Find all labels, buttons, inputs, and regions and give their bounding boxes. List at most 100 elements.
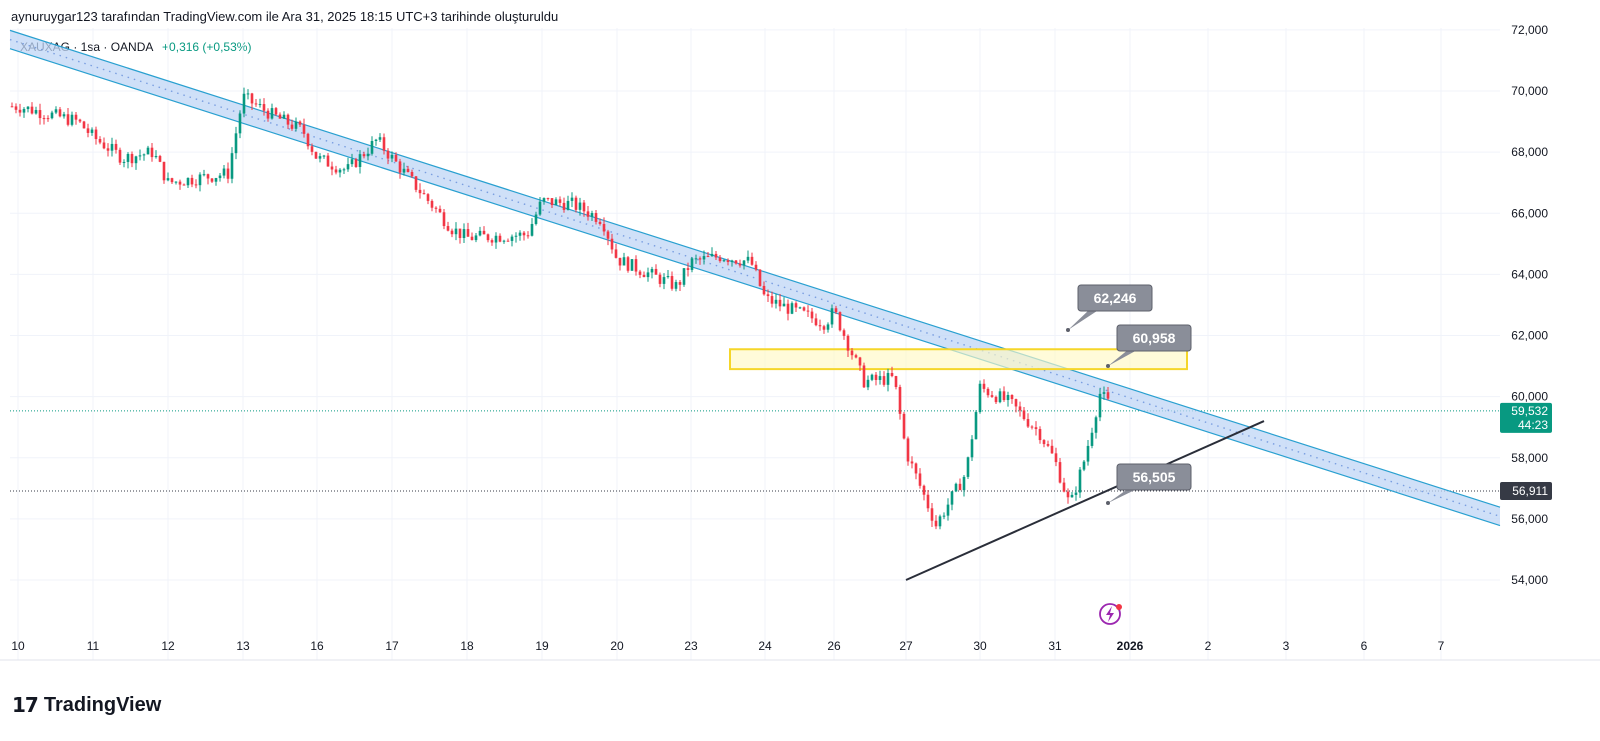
candle-body: [1086, 445, 1090, 462]
last-price-value: 59,532: [1511, 404, 1548, 418]
callout-60958[interactable]: 60,958: [1106, 324, 1192, 368]
candle-body: [206, 174, 210, 179]
candle-body: [458, 228, 462, 238]
candle-body: [970, 439, 974, 458]
time-axis[interactable]: 10 11 12 13 16 17 18 19 20 23 24 26 27 30 31 2026 2 3 6 7: [0, 639, 1600, 661]
candle-body: [186, 177, 190, 186]
candle-body: [78, 119, 82, 122]
candle-body: [302, 124, 306, 134]
candle-body: [214, 178, 218, 182]
x-tick-label: 16: [310, 639, 324, 653]
x-tick-label: 31: [1048, 639, 1062, 653]
candle-body: [98, 139, 102, 143]
candle-body: [194, 184, 198, 186]
candle-body: [526, 235, 530, 237]
candle-body: [502, 240, 506, 242]
candle-body: [482, 230, 486, 235]
candle-body: [18, 109, 22, 113]
price-axis[interactable]: 72,000 70,000 68,000 66,000 64,000 62,000 60,0…: [1500, 23, 1552, 587]
candle-body: [1102, 392, 1106, 394]
candle-body: [366, 153, 370, 157]
candle-body: [750, 256, 754, 265]
candle-body: [350, 159, 354, 165]
callout-pointer: [1108, 488, 1139, 503]
candle-body: [382, 137, 386, 151]
candle-body: [386, 150, 390, 159]
candle-body: [778, 299, 782, 307]
candle-body: [822, 326, 826, 330]
candle-body: [422, 193, 426, 195]
candle-body: [734, 260, 738, 264]
x-tick-label: 11: [87, 639, 100, 653]
candle-body: [906, 438, 910, 462]
candle-body: [1022, 410, 1026, 420]
y-tick-label: 68,000: [1511, 145, 1548, 159]
candle-body: [878, 376, 882, 380]
callout-62246[interactable]: 62,246: [1066, 284, 1153, 332]
candle-body: [818, 325, 822, 327]
level-badge-bg: [1500, 482, 1552, 501]
candles: [10, 87, 1110, 530]
candle-body: [258, 104, 262, 106]
y-tick-label: 66,000: [1511, 206, 1548, 220]
candle-body: [1050, 445, 1054, 454]
x-tick-label: 20: [610, 639, 624, 653]
candle-body: [1054, 453, 1058, 463]
candle-body: [958, 483, 962, 491]
candle-body: [610, 238, 614, 250]
grid-lines: [10, 28, 1500, 660]
candle-body: [430, 200, 434, 208]
candle-body: [434, 207, 438, 209]
candle-body: [1066, 491, 1070, 498]
channel-lower-line: [9, 48, 1501, 527]
level-badge[interactable]: 56,911: [1500, 482, 1552, 501]
candle-body: [978, 383, 982, 413]
candle-body: [26, 106, 30, 110]
callout-label: 56,505: [1133, 469, 1176, 485]
callout-56505[interactable]: 56,505: [1106, 463, 1192, 505]
candle-body: [542, 198, 546, 202]
candle-body: [126, 153, 130, 162]
callout-box: [1116, 324, 1192, 352]
candle-body: [410, 171, 414, 177]
candle-body: [914, 463, 918, 474]
candle-body: [46, 118, 50, 120]
candle-body: [722, 260, 726, 262]
candle-body: [650, 268, 654, 273]
candle-body: [662, 277, 666, 284]
x-tick-label: 26: [827, 639, 841, 653]
candle-body: [806, 310, 810, 312]
candle-body: [446, 226, 450, 231]
candle-body: [930, 508, 934, 521]
candle-body: [182, 184, 186, 186]
candle-body: [742, 260, 746, 266]
candle-body: [1046, 444, 1050, 446]
candle-body: [150, 147, 154, 158]
candle-body: [470, 236, 474, 241]
tradingview-logo[interactable]: 17 TradingView: [12, 693, 161, 717]
candle-body: [178, 181, 182, 185]
candle-body: [318, 156, 322, 159]
last-price-badge-bg: [1500, 402, 1552, 433]
candle-body: [118, 149, 122, 163]
candle-body: [602, 223, 606, 232]
x-tick-label: 23: [684, 639, 698, 653]
candle-body: [218, 175, 222, 179]
economic-event-icon[interactable]: [1099, 603, 1122, 625]
candle-body: [222, 168, 226, 176]
candle-body: [270, 108, 274, 119]
bar-countdown: 44:23: [1518, 418, 1548, 432]
candle-body: [134, 156, 138, 164]
x-tick-label: 6: [1361, 639, 1368, 653]
candle-body: [606, 231, 610, 239]
candle-body: [338, 169, 342, 173]
candle-body: [1082, 461, 1086, 470]
channel-midline: [9, 38, 1501, 518]
candle-body: [518, 232, 522, 236]
callout-pointer: [1108, 349, 1139, 366]
callout-pointer: [1068, 309, 1100, 330]
candle-body: [414, 176, 418, 190]
candle-body: [370, 141, 374, 154]
